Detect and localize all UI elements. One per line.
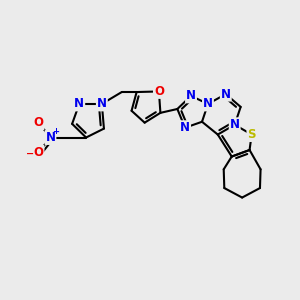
Text: −: − (26, 149, 34, 159)
Text: N: N (180, 121, 190, 134)
Text: O: O (34, 116, 44, 129)
Text: N: N (97, 98, 107, 110)
Text: N: N (221, 88, 231, 100)
Text: O: O (154, 85, 164, 98)
Text: N: N (45, 131, 56, 144)
Text: O: O (34, 146, 44, 159)
Text: N: N (74, 98, 84, 110)
Text: +: + (52, 127, 59, 136)
Text: N: N (186, 89, 196, 102)
Text: N: N (203, 98, 213, 110)
Text: N: N (230, 118, 240, 131)
Text: S: S (248, 128, 256, 141)
